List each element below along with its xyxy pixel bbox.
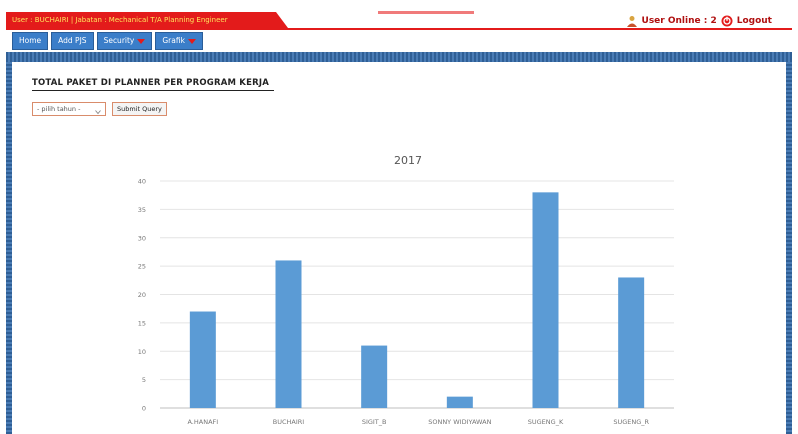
- nav-label: Add PJS: [58, 36, 87, 45]
- logout-link[interactable]: Logout: [736, 16, 772, 26]
- page-title: TOTAL PAKET DI PLANNER PER PROGRAM KERJA: [32, 78, 269, 88]
- y-tick-label: 30: [138, 234, 146, 242]
- year-select-value: - pilih tahun -: [37, 105, 81, 113]
- online-count-text: User Online : 2: [641, 16, 717, 26]
- bar: [275, 260, 302, 408]
- bar: [446, 396, 473, 408]
- user-icon: [626, 15, 638, 27]
- top-center-decoration: [378, 11, 474, 14]
- x-tick-label: SUGENG_R: [613, 418, 649, 426]
- nav-label: Home: [19, 36, 42, 45]
- nav-item-home[interactable]: Home: [12, 32, 49, 50]
- y-tick-label: 25: [138, 263, 146, 271]
- online-status: User Online : 2 Logout: [626, 14, 772, 28]
- bar: [532, 192, 559, 408]
- year-select[interactable]: - pilih tahun -: [32, 102, 106, 116]
- bar: [361, 345, 388, 408]
- y-tick-label: 0: [142, 405, 146, 413]
- bar: [618, 277, 645, 408]
- chart-plot: 0 5 10 15 20 25 30 35 40 A.HANAFI BUCHAIRI SIGIT_B S…: [138, 178, 674, 426]
- power-icon[interactable]: [721, 15, 733, 27]
- nav-item-security[interactable]: Security: [96, 32, 153, 50]
- bar-chart: 2017 0 5 10 15 20 25 30 35 40 A.HANAFI BUCHAIRI SIG…: [118, 148, 698, 434]
- nav-label: Security: [103, 36, 135, 45]
- y-tick-label: 20: [138, 291, 146, 299]
- content-frame-top: [6, 52, 792, 62]
- y-tick-label: 10: [138, 348, 146, 356]
- filter-controls: - pilih tahun - Submit Query: [32, 102, 167, 116]
- chevron-down-icon: [95, 106, 101, 115]
- main-nav: Home Add PJS Security Grafik: [12, 32, 203, 50]
- y-tick-label: 15: [138, 319, 146, 327]
- x-tick-label: SUGENG_K: [528, 418, 564, 426]
- y-tick-label: 5: [142, 376, 146, 384]
- nav-item-add-pjs[interactable]: Add PJS: [51, 32, 94, 50]
- title-underline: [32, 90, 274, 91]
- bar: [189, 311, 216, 408]
- nav-item-grafik[interactable]: Grafik: [155, 32, 203, 50]
- x-tick-label: SIGIT_B: [362, 418, 387, 426]
- chart-title: 2017: [394, 154, 422, 167]
- y-tick-label: 40: [138, 178, 146, 186]
- caret-down-icon: [187, 38, 196, 44]
- user-info-tab: User : BUCHAIRI | Jabatan : Mechanical T…: [6, 12, 288, 28]
- y-tick-label: 35: [138, 206, 146, 214]
- x-tick-label: SONNY WIDIYAWAN: [428, 418, 491, 426]
- top-header: User : BUCHAIRI | Jabatan : Mechanical T…: [0, 0, 798, 30]
- caret-down-icon: [137, 38, 146, 44]
- nav-label: Grafik: [162, 36, 185, 45]
- header-divider: [6, 28, 792, 30]
- content-frame-right: [786, 62, 792, 434]
- x-tick-label: A.HANAFI: [187, 418, 218, 426]
- x-tick-label: BUCHAIRI: [273, 418, 305, 426]
- submit-query-button[interactable]: Submit Query: [112, 102, 167, 116]
- content-frame-left: [6, 62, 12, 434]
